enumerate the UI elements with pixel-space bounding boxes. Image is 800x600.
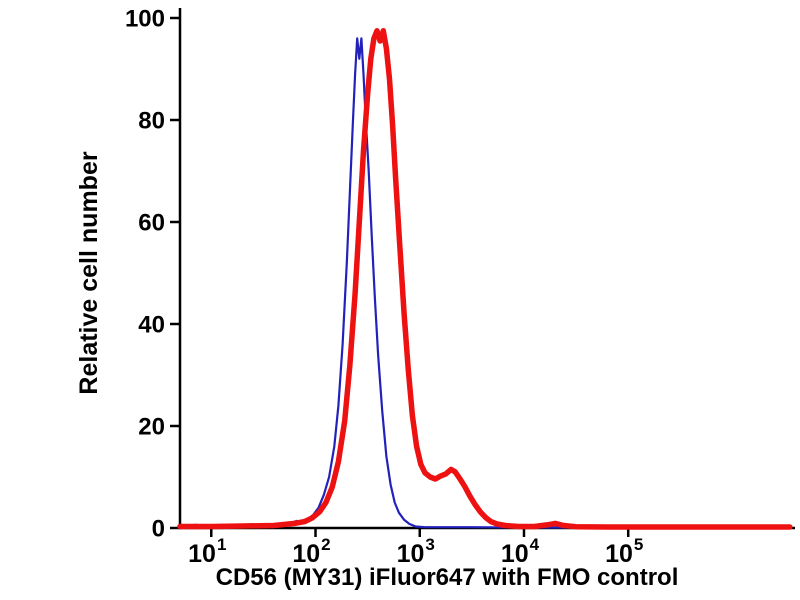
x-axis-title: CD56 (MY31) iFluor647 with FMO control: [216, 564, 679, 591]
x-tick-label: 104: [501, 535, 540, 568]
curve-fmo-control: [178, 37, 791, 529]
y-tick-label: 20: [138, 414, 165, 441]
y-tick-label: 60: [138, 210, 165, 237]
x-tick-label: 105: [605, 535, 643, 568]
y-tick-label: 100: [125, 6, 165, 33]
x-tick-label: 101: [188, 535, 226, 568]
curve-cd56-ifluor647: [177, 28, 793, 530]
x-tick-label: 102: [292, 535, 330, 568]
y-tick-label: 40: [138, 312, 165, 339]
y-tick-label: 0: [152, 516, 165, 543]
y-tick-label: 80: [138, 108, 165, 135]
y-axis-title: Relative cell number: [75, 151, 103, 394]
x-tick-label: 103: [397, 535, 435, 568]
